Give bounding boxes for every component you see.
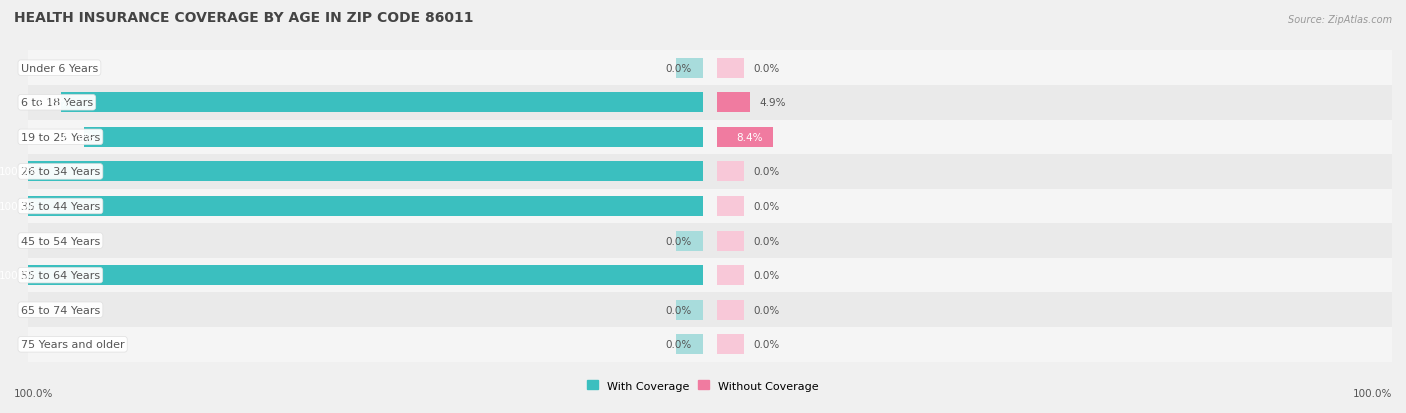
Bar	[703, 258, 1406, 293]
Text: 26 to 34 Years: 26 to 34 Years	[21, 167, 100, 177]
Bar	[717, 300, 744, 320]
Text: 100.0%: 100.0%	[0, 167, 38, 177]
Bar	[703, 293, 1406, 327]
Text: 6 to 18 Years: 6 to 18 Years	[21, 98, 93, 108]
Bar	[717, 197, 744, 216]
Text: 0.0%: 0.0%	[666, 339, 692, 349]
Bar	[703, 86, 1406, 120]
Bar	[717, 162, 744, 182]
Bar	[676, 300, 703, 320]
Bar	[28, 189, 838, 224]
Text: 0.0%: 0.0%	[754, 64, 780, 74]
Text: 0.0%: 0.0%	[666, 305, 692, 315]
Text: 0.0%: 0.0%	[754, 202, 780, 211]
Text: 35 to 44 Years: 35 to 44 Years	[21, 202, 100, 211]
Text: 95.1%: 95.1%	[38, 98, 70, 108]
Text: 0.0%: 0.0%	[754, 236, 780, 246]
Text: 0.0%: 0.0%	[754, 271, 780, 280]
Text: 65 to 74 Years: 65 to 74 Years	[21, 305, 100, 315]
Bar	[717, 266, 744, 285]
Bar	[717, 128, 773, 147]
Text: 55 to 64 Years: 55 to 64 Years	[21, 271, 100, 280]
Text: Under 6 Years: Under 6 Years	[21, 64, 98, 74]
Text: 75 Years and older: 75 Years and older	[21, 339, 125, 349]
Text: 0.0%: 0.0%	[666, 236, 692, 246]
Bar	[28, 86, 838, 120]
Bar	[703, 189, 1406, 224]
Text: 8.4%: 8.4%	[737, 133, 763, 142]
Bar	[28, 155, 838, 189]
Text: 0.0%: 0.0%	[754, 339, 780, 349]
Text: 100.0%: 100.0%	[0, 202, 38, 211]
Bar	[28, 266, 703, 285]
Text: 0.0%: 0.0%	[666, 64, 692, 74]
Bar	[703, 120, 1406, 155]
Bar	[717, 59, 744, 78]
Bar	[676, 231, 703, 251]
Text: 91.6%: 91.6%	[62, 133, 94, 142]
Bar	[717, 335, 744, 354]
Text: 100.0%: 100.0%	[14, 388, 53, 398]
Text: 0.0%: 0.0%	[754, 167, 780, 177]
Bar	[703, 224, 1406, 258]
Text: 45 to 54 Years: 45 to 54 Years	[21, 236, 100, 246]
Bar	[717, 231, 744, 251]
Bar	[28, 162, 703, 182]
Text: 19 to 25 Years: 19 to 25 Years	[21, 133, 100, 142]
Text: 100.0%: 100.0%	[0, 271, 38, 280]
Bar	[28, 51, 838, 86]
Bar	[84, 128, 703, 147]
Bar	[28, 197, 703, 216]
Bar	[717, 93, 749, 113]
Bar	[28, 327, 838, 362]
Bar	[28, 258, 838, 293]
Bar	[703, 51, 1406, 86]
Text: Source: ZipAtlas.com: Source: ZipAtlas.com	[1288, 15, 1392, 25]
Text: 0.0%: 0.0%	[754, 305, 780, 315]
Bar	[60, 93, 703, 113]
Text: 4.9%: 4.9%	[759, 98, 786, 108]
Bar	[703, 155, 1406, 189]
Bar	[28, 224, 838, 258]
Bar	[676, 59, 703, 78]
Legend: With Coverage, Without Coverage: With Coverage, Without Coverage	[582, 376, 824, 395]
Bar	[28, 120, 838, 155]
Bar	[676, 335, 703, 354]
Text: HEALTH INSURANCE COVERAGE BY AGE IN ZIP CODE 86011: HEALTH INSURANCE COVERAGE BY AGE IN ZIP …	[14, 11, 474, 25]
Text: 100.0%: 100.0%	[1353, 388, 1392, 398]
Bar	[703, 327, 1406, 362]
Bar	[28, 293, 838, 327]
